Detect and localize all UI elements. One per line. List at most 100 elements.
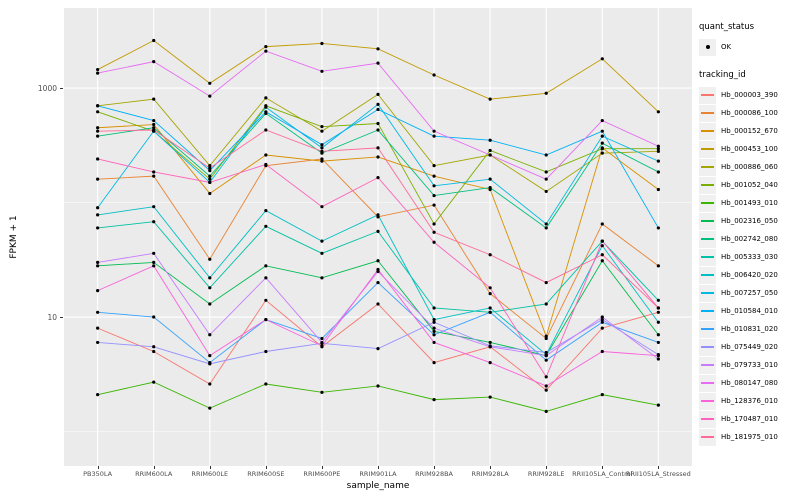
data-point — [376, 280, 380, 285]
data-point — [320, 276, 324, 280]
legend-item-Hb_000152_670: Hb_000152_670 — [699, 122, 799, 140]
data-point — [432, 326, 436, 330]
data-point — [320, 251, 324, 255]
data-point — [208, 302, 212, 306]
data-point — [96, 104, 100, 108]
data-point — [96, 157, 100, 161]
legend-item-label: Hb_002316_050 — [721, 217, 778, 225]
data-point — [152, 97, 156, 101]
data-point — [208, 169, 212, 173]
data-point — [152, 260, 156, 265]
data-point — [656, 149, 660, 153]
data-point — [488, 148, 492, 153]
data-point — [544, 170, 548, 174]
data-point — [96, 67, 100, 72]
x-tick-label: RRIM928BA — [415, 470, 453, 478]
data-point — [264, 224, 268, 228]
data-point — [376, 92, 380, 96]
x-tick-mark — [153, 466, 155, 469]
x-tick-label: RRIM600PE — [303, 470, 341, 478]
data-point — [376, 384, 380, 388]
legend-item-label: Hb_080147_080 — [721, 379, 778, 387]
data-point — [432, 240, 436, 244]
data-point — [264, 162, 268, 167]
x-tick-mark — [490, 466, 492, 469]
data-point — [376, 302, 380, 306]
data-point — [376, 176, 380, 180]
legend-line-key — [699, 428, 716, 446]
data-point — [264, 382, 268, 386]
data-point — [152, 126, 156, 130]
legend-item-Hb_128376_010: Hb_128376_010 — [699, 392, 799, 410]
data-point — [432, 193, 436, 198]
data-point — [376, 259, 380, 263]
data-point — [432, 222, 436, 226]
data-point — [656, 159, 660, 163]
ok-label: OK — [721, 43, 732, 51]
data-point — [320, 69, 324, 73]
data-point — [264, 209, 268, 213]
data-point — [208, 174, 212, 178]
legend-item-Hb_079733_010: Hb_079733_010 — [699, 356, 799, 374]
line-swatch-icon — [701, 256, 714, 258]
line-swatch-icon — [701, 328, 714, 330]
data-point — [320, 143, 324, 147]
data-point — [488, 153, 492, 157]
data-point — [544, 350, 548, 355]
y-tick-label: 10 — [47, 312, 57, 322]
line-swatch-icon — [701, 310, 714, 312]
data-point — [376, 47, 380, 51]
data-point — [600, 259, 604, 263]
data-point — [656, 333, 660, 337]
legend-line-key — [699, 338, 716, 356]
line-swatch-icon — [701, 274, 714, 276]
data-point — [600, 253, 604, 257]
data-point — [600, 317, 604, 322]
quant-status-legend-title: quant_status — [699, 22, 755, 32]
data-point — [488, 177, 492, 181]
line-swatch-icon — [701, 202, 714, 204]
legend-item-label: Hb_001052_040 — [721, 181, 778, 189]
data-point — [320, 205, 324, 209]
data-point — [488, 253, 492, 257]
data-point — [600, 151, 604, 155]
data-point — [432, 317, 436, 322]
data-point — [320, 336, 324, 341]
legend-item-Hb_010584_010: Hb_010584_010 — [699, 302, 799, 320]
data-point — [600, 222, 604, 226]
data-point — [600, 239, 604, 243]
data-point — [656, 298, 660, 302]
data-point — [376, 107, 380, 112]
data-point — [600, 141, 604, 145]
x-tick-label: RRII105LA_Control — [572, 470, 633, 478]
line-swatch-icon — [701, 400, 714, 402]
data-point — [264, 349, 268, 354]
data-point — [96, 177, 100, 181]
data-point — [152, 118, 156, 123]
x-tick-mark — [97, 466, 99, 469]
line-swatch-icon — [701, 364, 714, 366]
data-point — [208, 180, 212, 184]
data-point — [600, 147, 604, 151]
legend-item-Hb_181975_010: Hb_181975_010 — [699, 428, 799, 446]
legend-line-key — [699, 320, 716, 338]
data-point — [96, 264, 100, 268]
data-point — [656, 403, 660, 407]
data-point — [96, 71, 100, 75]
data-point — [432, 320, 436, 324]
data-point — [432, 398, 436, 402]
line-swatch-icon — [701, 130, 714, 132]
data-point — [208, 94, 212, 98]
data-point — [264, 110, 268, 114]
data-point — [656, 357, 660, 361]
data-point — [152, 170, 156, 174]
data-point — [656, 340, 660, 345]
data-point — [96, 126, 100, 130]
data-point — [544, 334, 548, 338]
line-swatch-icon — [701, 346, 714, 348]
data-point — [488, 138, 492, 142]
line-swatch-icon — [701, 436, 714, 438]
data-point — [544, 358, 548, 362]
legend-line-key — [699, 266, 716, 284]
